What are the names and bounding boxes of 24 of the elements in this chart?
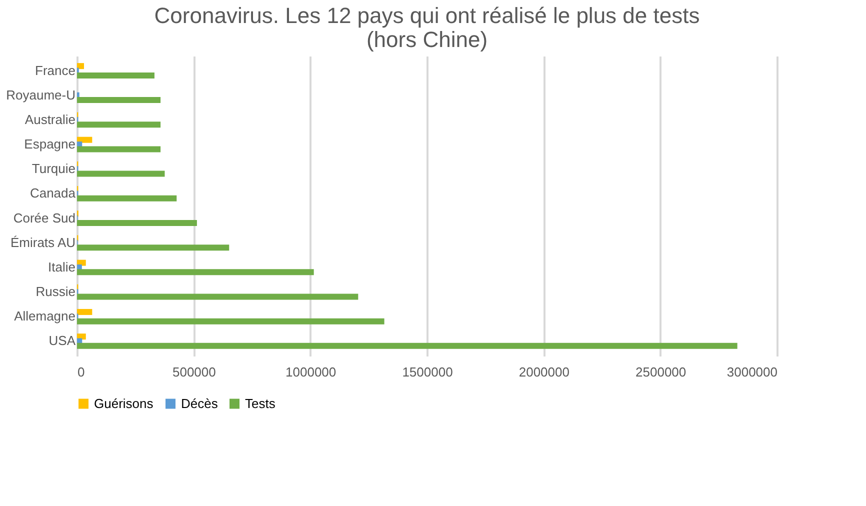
y-tick-label: Canada bbox=[30, 186, 76, 201]
y-tick-label: Émirats AU bbox=[10, 234, 76, 250]
y-tick-label: Turquie bbox=[32, 161, 76, 176]
legend-label: Décès bbox=[181, 396, 218, 411]
y-tick-label: Italie bbox=[48, 259, 76, 274]
y-tick-label: Royaume-U bbox=[6, 87, 76, 102]
text: Coronavirus. Les 12 pays qui ont réalisé le plus de tests bbox=[154, 3, 700, 28]
x-tick-label: 2500000 bbox=[636, 364, 686, 380]
legend-label: Guérisons bbox=[94, 396, 154, 411]
x-tick-label: 2000000 bbox=[518, 364, 570, 380]
x-tick-label: 0 bbox=[78, 364, 85, 380]
y-tick-label: Corée Sud bbox=[13, 210, 76, 226]
x-tick-label: 1500000 bbox=[402, 364, 453, 380]
y-tick-label: Espagne bbox=[24, 136, 76, 152]
y-tick-label: Allemagne bbox=[14, 308, 76, 324]
y-tick-label: France bbox=[35, 62, 76, 78]
x-tick-label: 3000000 bbox=[726, 364, 778, 380]
x-tick-label: 1000000 bbox=[286, 364, 336, 380]
text: (hors Chine) bbox=[366, 27, 488, 52]
y-tick-label: USA bbox=[48, 333, 76, 348]
x-tick-label: 500000 bbox=[172, 364, 216, 380]
y-tick-label: Australie bbox=[24, 112, 76, 127]
y-tick-label: Russie bbox=[36, 284, 76, 300]
legend-label: Tests bbox=[245, 396, 276, 411]
